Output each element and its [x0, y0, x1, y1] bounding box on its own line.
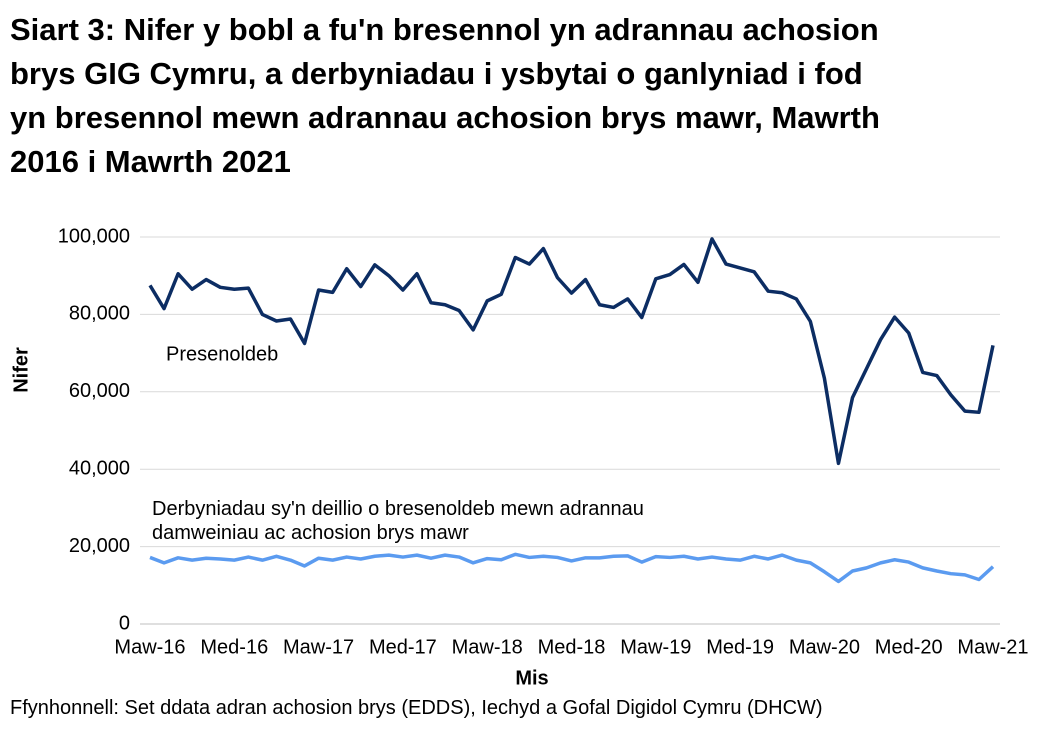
series-line	[148, 237, 995, 466]
x-tick-label: Maw-17	[283, 636, 354, 658]
x-tick-label: Maw-19	[620, 636, 691, 658]
x-tick-label: Maw-18	[452, 636, 523, 658]
x-tick-label: Med-18	[538, 636, 606, 658]
x-tick-label: Maw-16	[114, 636, 185, 658]
y-tick-label: 100,000	[58, 225, 130, 247]
y-tick-label: 20,000	[69, 535, 130, 557]
x-tick-label: Maw-21	[957, 636, 1028, 658]
y-tick-label: 80,000	[69, 303, 130, 325]
y-tick-label: 60,000	[69, 380, 130, 402]
y-tick-label: 40,000	[69, 457, 130, 479]
x-tick-label: Med-16	[200, 636, 268, 658]
series-label-box: Derbyniadau sy'n deillio o bresenoldeb m…	[152, 498, 644, 544]
x-tick-label: Med-20	[875, 636, 943, 658]
chart-title: Siart 3: Nifer y bobl a fu'n bresennol y…	[10, 12, 880, 179]
x-tick-label: Maw-20	[789, 636, 860, 658]
x-tick-label: Med-17	[369, 636, 437, 658]
series-label: Derbyniadau sy'n deillio o bresenoldeb m…	[152, 498, 644, 544]
y-tick-label: 0	[119, 612, 130, 634]
series-line	[149, 552, 995, 584]
series-label: Presenoldeb	[166, 343, 278, 365]
y-axis-title: Nifer	[10, 347, 32, 393]
source-note: Ffynhonnell: Set ddata adran achosion br…	[10, 697, 823, 719]
x-axis-title: Mis	[515, 667, 548, 689]
x-tick-label: Med-19	[706, 636, 774, 658]
